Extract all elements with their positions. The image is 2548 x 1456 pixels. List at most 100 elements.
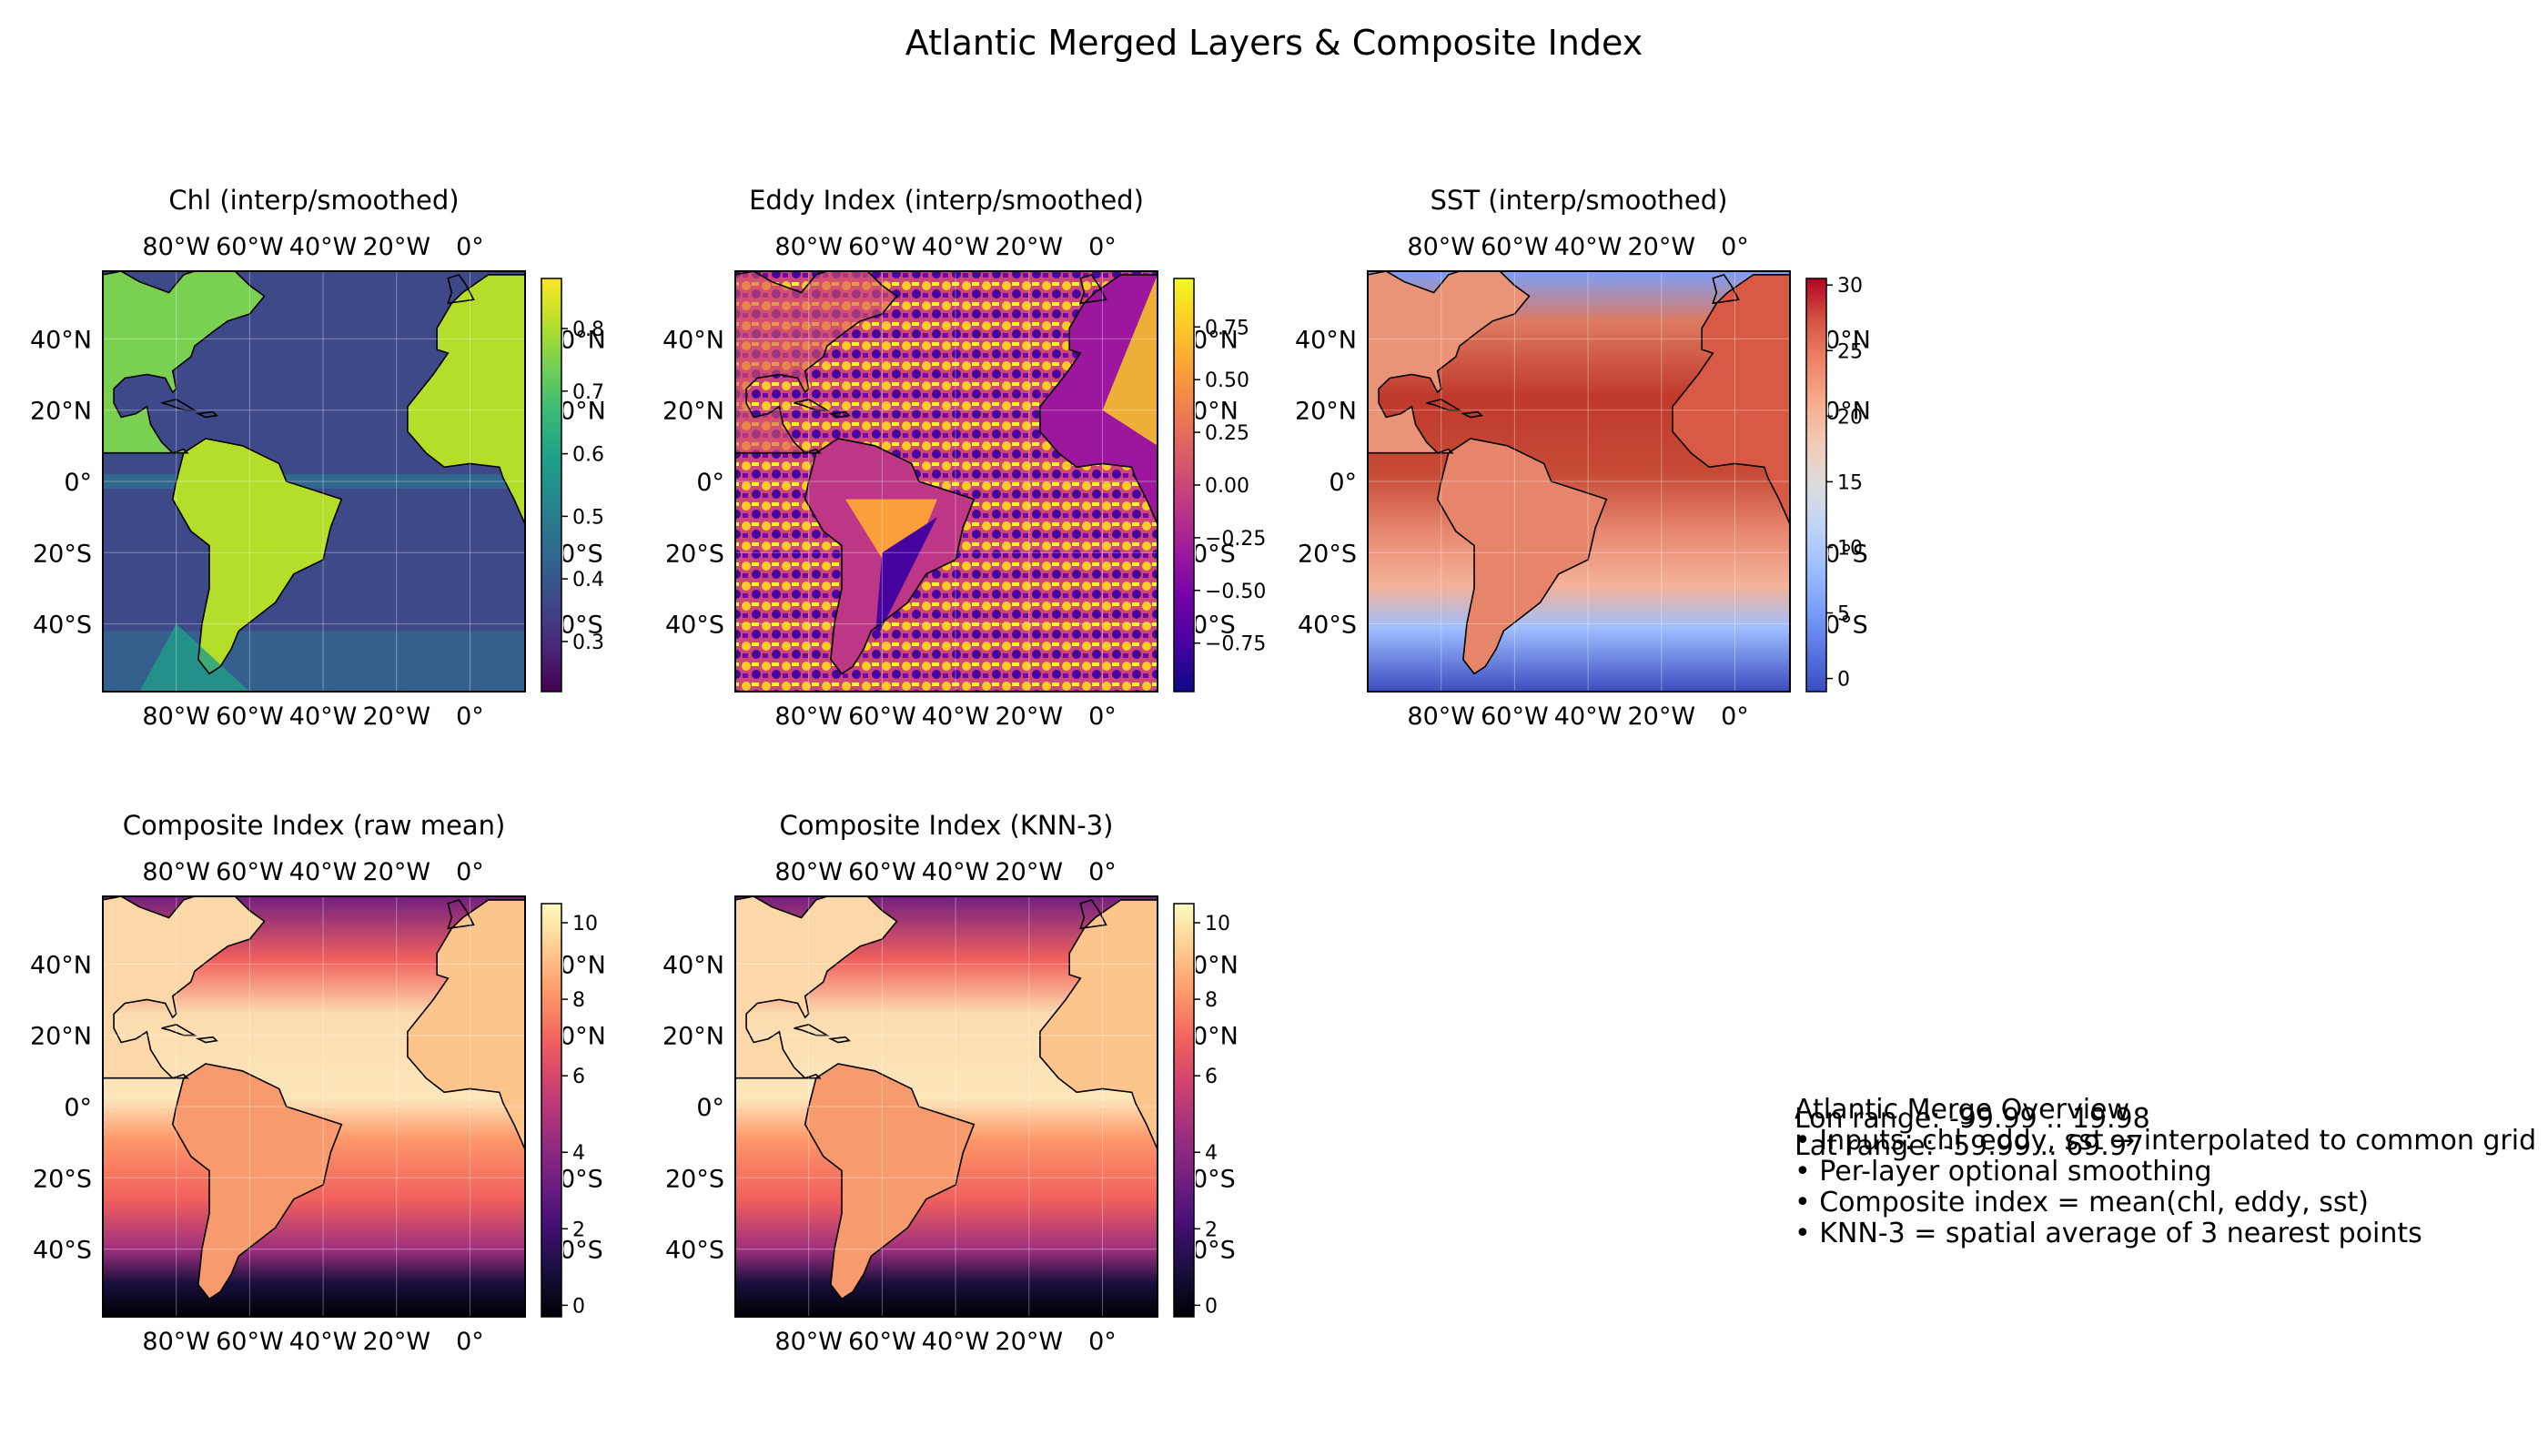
colorbar-tick-label: 5 xyxy=(1837,603,1850,626)
lon-tick-label-top: 80°W xyxy=(1407,233,1475,261)
lat-tick-label: 40°S xyxy=(665,612,724,640)
map-frame xyxy=(734,895,1158,1318)
colorbar-tick-label: 0.7 xyxy=(572,381,604,404)
lon-tick-label-bottom: 0° xyxy=(1088,703,1117,731)
figure-title: Atlantic Merged Layers & Composite Index xyxy=(905,23,1643,63)
coastline xyxy=(828,410,851,419)
info-box: Atlantic Merge Overview • Inputs: chl, ed… xyxy=(1795,1097,2541,1279)
lon-tick-label-top: 80°W xyxy=(774,233,843,261)
coastline xyxy=(407,274,525,525)
lat-tick-label: 0° xyxy=(696,1094,724,1122)
lon-tick-label-bottom: 60°W xyxy=(1481,703,1549,731)
lat-tick-label-right: 0°N xyxy=(560,326,606,354)
coastline xyxy=(794,1024,830,1036)
lat-tick-label: 0° xyxy=(696,469,724,497)
coastline xyxy=(161,1024,197,1036)
colorbar-tick-label: −0.25 xyxy=(1205,528,1266,551)
coastline xyxy=(1039,899,1158,1150)
lat-tick-label-right: 0°S xyxy=(1192,540,1236,568)
lat-tick-label-right: 0°N xyxy=(1825,398,1871,426)
lat-tick-label: 40°S xyxy=(665,1237,724,1265)
lon-tick-label-top: 80°W xyxy=(774,858,843,886)
lon-tick-label-top: 20°W xyxy=(1628,233,1696,261)
lon-tick-label-top: 60°W xyxy=(848,233,916,261)
lon-tick-label-top: 40°W xyxy=(289,233,358,261)
lon-tick-label-bottom: 20°W xyxy=(363,1328,431,1356)
lon-tick-label-bottom: 80°W xyxy=(774,703,843,731)
lon-tick-label-bottom: 60°W xyxy=(848,703,916,731)
coastline xyxy=(1672,274,1790,525)
lon-tick-label-bottom: 40°W xyxy=(922,703,990,731)
coastline xyxy=(1079,273,1107,305)
colorbar-tick-label: 0.3 xyxy=(572,632,604,654)
lat-tick-label-right: 0°N xyxy=(1192,951,1239,979)
info-line: • Inputs: chl, eddy, sst → interpolated … xyxy=(1795,1125,2537,1157)
lon-tick-label-bottom: 80°W xyxy=(142,1328,210,1356)
lon-tick-label-top: 60°W xyxy=(216,233,284,261)
lon-tick-label-top: 40°W xyxy=(922,233,990,261)
lon-tick-label-bottom: 0° xyxy=(1088,1328,1117,1356)
colorbar-tick-label: 0 xyxy=(1205,1295,1218,1318)
lon-tick-label-bottom: 20°W xyxy=(996,1328,1064,1356)
colorbar-tick-label: 25 xyxy=(1837,340,1863,363)
colorbar-tick-label: 4 xyxy=(572,1142,585,1165)
coastline xyxy=(804,1063,976,1300)
lat-tick-label-right: 0°N xyxy=(560,398,606,426)
lat-tick-label: 20°S xyxy=(665,1165,724,1193)
lat-tick-label-right: 0°N xyxy=(560,951,606,979)
lon-tick-label-bottom: 0° xyxy=(456,703,484,731)
coastline xyxy=(1436,438,1608,675)
colorbar xyxy=(541,903,562,1318)
lon-tick-label-top: 60°W xyxy=(1481,233,1549,261)
panel-title: Composite Index (KNN-3) xyxy=(780,810,1114,841)
coastline xyxy=(171,1063,343,1300)
map-frame xyxy=(102,895,526,1318)
colorbar-tick-label: 0.75 xyxy=(1205,317,1249,339)
coastline xyxy=(735,896,898,1079)
colorbar-tick-label: −0.50 xyxy=(1205,581,1266,603)
lat-tick-label: 20°S xyxy=(33,540,92,568)
colorbar-tick-label: 0.8 xyxy=(572,318,604,341)
lat-tick-label: 40°S xyxy=(33,1237,92,1265)
lon-tick-label-top: 40°W xyxy=(922,858,990,886)
panel-2: Eddy Index (interp/smoothed)80°W80°W60°W… xyxy=(662,185,1266,731)
lat-tick-label-right: 0°S xyxy=(560,540,603,568)
coastline xyxy=(171,438,343,675)
colorbar xyxy=(1173,903,1195,1318)
colorbar-tick-label: 15 xyxy=(1837,471,1863,494)
colorbar-tick-label: 10 xyxy=(1837,537,1863,560)
coastline xyxy=(735,271,898,454)
lon-tick-label-bottom: 40°W xyxy=(289,703,358,731)
panel-4: Composite Index (raw mean)80°W80°W60°W60… xyxy=(30,810,606,1356)
lon-tick-label-bottom: 60°W xyxy=(216,1328,284,1356)
lon-tick-label-bottom: 0° xyxy=(1721,703,1749,731)
panel-title: Eddy Index (interp/smoothed) xyxy=(749,185,1144,216)
coastline xyxy=(447,898,475,930)
lon-tick-label-bottom: 20°W xyxy=(996,703,1064,731)
lon-tick-label-bottom: 80°W xyxy=(142,703,210,731)
lat-tick-label: 20°N xyxy=(662,398,724,426)
lat-tick-label: 40°N xyxy=(662,326,724,354)
colorbar-tick-label: 10 xyxy=(1205,913,1230,935)
lon-tick-label-top: 60°W xyxy=(216,858,284,886)
lon-tick-label-top: 0° xyxy=(1721,233,1749,261)
lat-tick-label: 20°N xyxy=(1295,398,1357,426)
coastline xyxy=(1079,898,1107,930)
info-line: Atlantic Merge Overview xyxy=(1795,1094,2130,1126)
colorbar-tick-label: 10 xyxy=(572,913,598,935)
lon-tick-label-bottom: 40°W xyxy=(289,1328,358,1356)
lat-tick-label: 40°N xyxy=(662,951,724,979)
lat-tick-label-right: 0°S xyxy=(1825,540,1868,568)
info-line: • Composite index = mean(chl, eddy, sst) xyxy=(1795,1187,2369,1218)
info-overlay-line: Lon range: -99.99 .. 19.98 xyxy=(1795,1103,2150,1135)
colorbar-tick-label: 0 xyxy=(1837,669,1850,692)
lon-tick-label-bottom: 40°W xyxy=(922,1328,990,1356)
lat-tick-label: 40°S xyxy=(1298,612,1357,640)
lon-tick-label-bottom: 40°W xyxy=(1554,703,1623,731)
lon-tick-label-top: 40°W xyxy=(289,858,358,886)
colorbar-tick-label: 0.50 xyxy=(1205,369,1249,392)
colorbar-tick-label: 30 xyxy=(1837,275,1863,298)
coastline xyxy=(103,896,266,1079)
colorbar-tick-label: 8 xyxy=(1205,989,1218,1012)
coastline xyxy=(794,399,830,411)
